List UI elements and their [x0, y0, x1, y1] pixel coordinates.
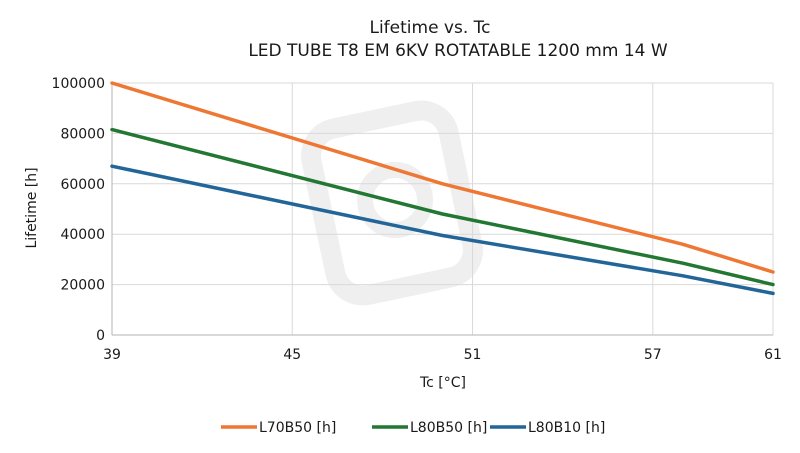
- y-tick-label: 80000: [60, 126, 105, 142]
- chart-subtitle: LED TUBE T8 EM 6KV ROTATABLE 1200 mm 14 …: [248, 41, 668, 61]
- axes: [111, 83, 773, 336]
- y-tick-label: 60000: [60, 177, 105, 193]
- x-tick-label: 57: [644, 347, 662, 363]
- tick-labels: 0 20000 40000 60000 80000 100000 39 45 51 57 61: [52, 76, 782, 363]
- series-line-2: [110, 127, 775, 287]
- x-tick-label: 45: [283, 347, 301, 363]
- legend: L70B50 [h] L80B50 [h] L80B10 [h]: [221, 420, 605, 436]
- series-line-3: [110, 164, 775, 296]
- y-tick-label: 0: [96, 328, 105, 344]
- x-tick-label: 39: [103, 347, 121, 363]
- series-line-1: [110, 81, 775, 274]
- series-lines: [110, 81, 775, 296]
- y-tick-label: 20000: [60, 278, 105, 294]
- y-axis-title: Lifetime [h]: [24, 167, 40, 248]
- x-axis-title: Tc [°C]: [419, 375, 466, 391]
- watermark-logo-icon: [301, 100, 483, 306]
- chart-title: Lifetime vs. Tc: [369, 18, 490, 38]
- legend-label: L80B50 [h]: [410, 420, 487, 436]
- y-tick-label: 40000: [60, 227, 105, 243]
- x-tick-label: 51: [464, 347, 482, 363]
- legend-label: L70B50 [h]: [259, 420, 336, 436]
- x-tick-label: 61: [764, 347, 782, 363]
- legend-label: L80B10 [h]: [528, 420, 605, 436]
- y-tick-label: 100000: [52, 76, 105, 92]
